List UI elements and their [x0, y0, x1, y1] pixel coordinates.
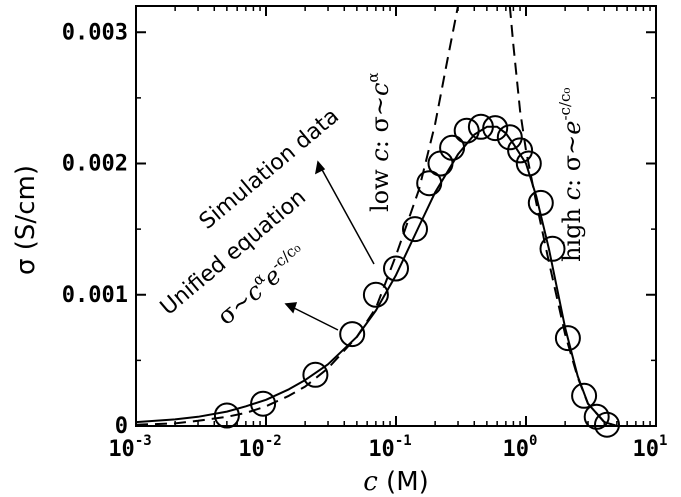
data-point	[554, 325, 581, 352]
arrowhead-unified	[284, 302, 298, 314]
data-point	[467, 113, 494, 140]
y-tick-label: 0.003	[62, 20, 128, 45]
x-tick-label: 10-2	[238, 433, 281, 462]
data-point	[302, 361, 329, 388]
curves-layer	[136, 6, 656, 426]
data-point	[213, 402, 240, 429]
data-point	[539, 235, 566, 262]
data-point	[427, 150, 454, 177]
data-point	[250, 390, 277, 417]
x-axis-label: c (M)	[363, 467, 429, 497]
arrowhead-simulation	[314, 160, 326, 175]
fit-curve-dashed-2	[136, 6, 459, 426]
arrow-simulation	[319, 165, 375, 265]
data-point	[496, 124, 523, 151]
x-axis-ticks: 10-3 10-2 10-1 100 101	[108, 6, 667, 462]
data-point	[482, 115, 509, 142]
data-point	[507, 137, 534, 164]
annotation-arrows	[284, 160, 375, 331]
y-axis-label: σ (S/cm)	[11, 165, 41, 275]
low-c-annotation: low c: σ~cα	[364, 72, 394, 212]
y-tick-label: 0.001	[62, 283, 128, 308]
x-tick-label: 10-3	[108, 433, 151, 462]
data-point	[383, 255, 409, 282]
data-point	[594, 411, 620, 438]
data-point	[515, 150, 542, 177]
y-tick-label: 0.002	[62, 152, 128, 177]
y-axis-ticks: 0 0.001 0.002 0.003	[62, 20, 656, 439]
data-point	[439, 134, 466, 161]
x-tick-label: 101	[633, 433, 668, 462]
data-point	[402, 216, 428, 243]
data-point	[527, 189, 554, 216]
x-tick-label: 10-1	[368, 433, 411, 462]
data-points-layer	[213, 113, 620, 438]
y-tick-label: 0	[115, 414, 128, 439]
data-point	[571, 382, 598, 409]
arrow-unified	[289, 305, 339, 331]
data-point	[362, 281, 389, 308]
data-point	[453, 117, 480, 144]
data-point	[416, 170, 443, 197]
x-tick-label: 100	[503, 433, 538, 462]
data-point	[339, 321, 366, 348]
high-c-annotation: high c: σ~e-c/c₀	[556, 88, 586, 262]
